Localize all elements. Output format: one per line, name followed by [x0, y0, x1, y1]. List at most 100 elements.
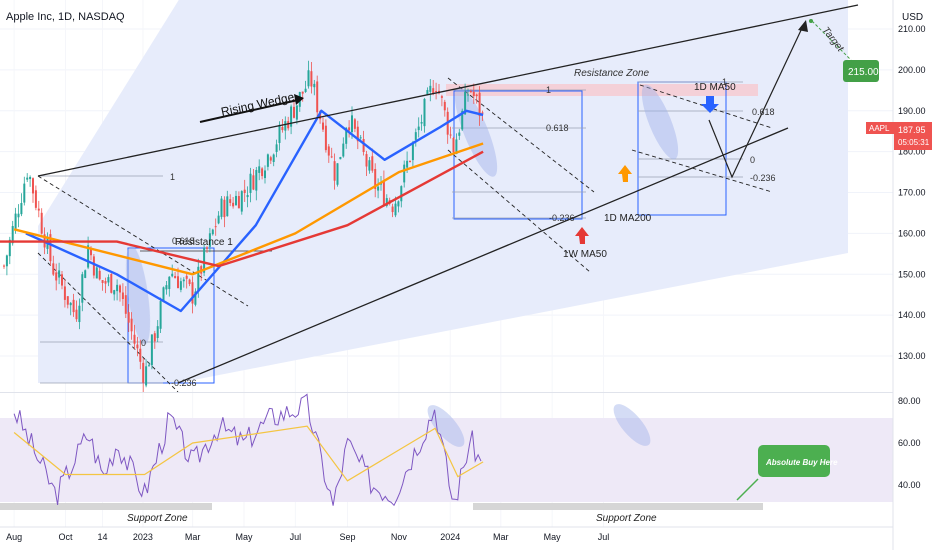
fib-b-label-m0236: -0.236 — [549, 213, 575, 223]
candle-body — [333, 161, 336, 181]
current-price-label: 187.95 — [898, 125, 926, 135]
wedge-lower-line — [177, 127, 789, 384]
fib-c-label-1: 1 — [722, 77, 727, 87]
candle-body — [356, 126, 359, 142]
candle-body — [452, 137, 455, 153]
candle-body — [61, 274, 63, 286]
candle-body — [327, 146, 330, 156]
ticker-tag — [866, 122, 894, 134]
target-dotted-line — [811, 20, 852, 61]
candle-body — [385, 198, 388, 206]
candle-body — [37, 208, 40, 211]
callout-pointer — [736, 478, 759, 501]
projection-arrowhead — [798, 20, 808, 32]
price-tick-label: 180.00 — [898, 147, 926, 157]
candle-body — [226, 196, 229, 217]
ma50-1d-label: 1D MA50 — [694, 82, 736, 93]
target-dot — [809, 19, 813, 23]
candle-body — [171, 273, 174, 277]
candle-body — [194, 291, 197, 305]
candle-body — [121, 292, 124, 300]
candle-body — [90, 248, 92, 256]
candle-body — [110, 273, 113, 293]
candle-body — [397, 201, 400, 207]
rsi-oval-2 — [613, 404, 651, 446]
candle-body — [371, 156, 374, 171]
candle-body — [130, 318, 133, 332]
candle-body — [406, 160, 409, 168]
candle-body — [203, 247, 206, 273]
ma50-1w-line — [0, 150, 484, 268]
candle-body — [313, 83, 316, 88]
rsi-tick-label: 40.00 — [898, 480, 921, 490]
rsi-tick-label: 80.00 — [898, 396, 921, 406]
candle-body — [403, 164, 406, 183]
absolute-buy-label: Absolute Buy Here — [765, 458, 838, 467]
channel-c-lower — [631, 149, 773, 193]
candle-body — [220, 198, 223, 217]
candle-body — [272, 154, 275, 162]
candle-body — [84, 270, 87, 278]
time-tick-label: 2024 — [440, 532, 460, 542]
price-tick-label: 200.00 — [898, 65, 926, 75]
support-zone-bar-1 — [0, 503, 212, 510]
candle-body — [52, 263, 55, 275]
support-zone-label-2: Support Zone — [596, 513, 657, 524]
candle-body — [394, 203, 397, 216]
candle-body — [8, 239, 11, 257]
candle-body — [316, 81, 319, 113]
candle-body — [214, 226, 217, 228]
candle-body — [324, 125, 327, 151]
candle-body — [336, 163, 339, 185]
candle-body — [342, 143, 345, 157]
candle-body — [443, 101, 446, 111]
candle-body — [435, 91, 438, 93]
candle-body — [287, 121, 290, 129]
candle-body — [34, 190, 37, 208]
oval-highlight-3 — [641, 84, 679, 160]
candle-body — [153, 333, 156, 342]
candle-body — [472, 91, 475, 97]
candle-body — [95, 267, 98, 279]
candle-body — [458, 132, 461, 136]
candle-body — [382, 180, 385, 206]
candle-body — [284, 121, 287, 131]
candle-body — [139, 348, 142, 362]
candle-body — [281, 126, 284, 131]
price-tick-label: 210.00 — [898, 24, 926, 34]
candle-body — [377, 186, 380, 191]
candle-body — [211, 229, 214, 235]
support-zone-label-1: Support Zone — [127, 513, 188, 524]
candle-body — [133, 334, 136, 344]
candle-body — [295, 105, 298, 120]
candle-body — [353, 119, 356, 129]
candle-body — [252, 175, 255, 190]
time-tick-label: May — [235, 532, 253, 542]
resistance-1-label: Resistance 1 — [175, 237, 233, 248]
fib-c-label-m0236: -0.236 — [750, 173, 776, 183]
candle-body — [174, 276, 177, 279]
price-scale-bg — [893, 0, 932, 550]
fib-b-label-1: 1 — [546, 85, 551, 95]
candle-body — [156, 326, 159, 339]
candle-body — [429, 85, 432, 92]
candle-body — [104, 281, 107, 284]
channel-b-lower — [447, 149, 591, 273]
candle-body — [32, 178, 34, 194]
candle-body — [150, 334, 153, 366]
candle-body — [3, 265, 5, 267]
price-tick-label: 190.00 — [898, 106, 926, 116]
candle-body — [310, 71, 313, 87]
fib-c-label-0: 0 — [750, 155, 755, 165]
resistance-zone-band — [446, 84, 758, 96]
candle-body — [66, 296, 69, 305]
candle-body — [246, 194, 249, 198]
candle-body — [348, 127, 351, 131]
candle-body — [49, 234, 52, 262]
ma200-1d-label: 1D MA200 — [604, 213, 652, 224]
absolute-buy-callout-box — [758, 445, 830, 477]
candle-body — [145, 366, 148, 386]
channel-a-lower — [37, 252, 179, 393]
fib-a-label-1: 1 — [170, 172, 175, 182]
